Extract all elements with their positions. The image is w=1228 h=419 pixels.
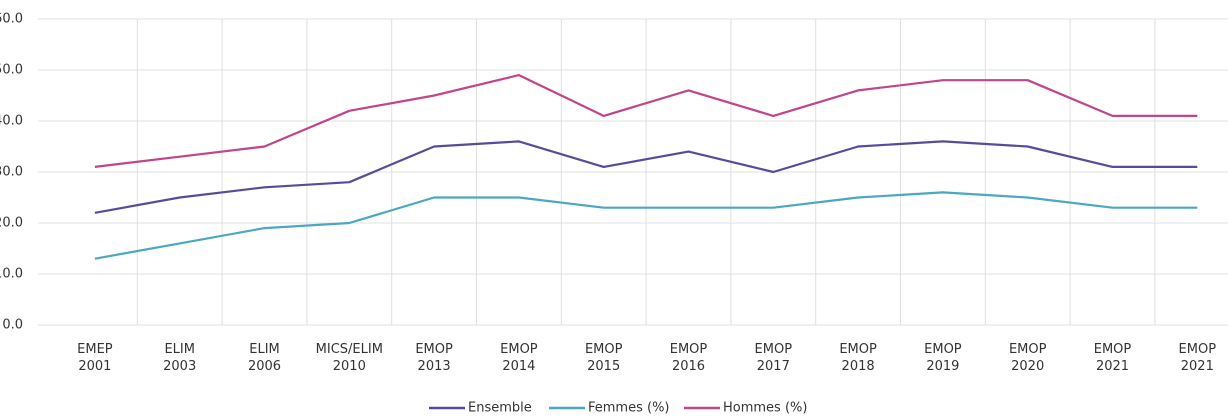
x-tick-label: EMOP 2017 <box>755 342 793 374</box>
x-tick-label: ELIM 2006 <box>248 342 281 374</box>
x-tick-line: ELIM <box>249 342 280 357</box>
y-tick-label: 10.0 <box>0 267 23 282</box>
x-tick-line: MICS/ELIM <box>316 342 383 357</box>
y-tick-label: 20.0 <box>0 216 23 231</box>
y-tick-label: 30.0 <box>0 165 23 180</box>
x-tick-line: 2020 <box>1011 359 1044 374</box>
x-tick-line: EMOP <box>1179 342 1217 357</box>
x-tick-label: EMOP 2021 <box>1179 342 1217 374</box>
x-tick-line: 2013 <box>418 359 451 374</box>
x-tick-line: 2003 <box>163 359 196 374</box>
x-tick-label: EMOP 2018 <box>839 342 877 374</box>
x-tick-label: EMOP 2021 <box>1094 342 1132 374</box>
x-tick-line: EMOP <box>924 342 962 357</box>
x-tick-label: EMOP 2014 <box>500 342 538 374</box>
x-tick-line: 2021 <box>1096 359 1129 374</box>
x-tick-line: 2014 <box>502 359 535 374</box>
x-tick-line: EMOP <box>1009 342 1047 357</box>
x-tick-line: EMOP <box>415 342 453 357</box>
x-tick-line: 2015 <box>587 359 620 374</box>
y-tick-label: 60.0 <box>0 12 23 27</box>
x-tick-label: EMOP 2019 <box>924 342 962 374</box>
series-line <box>94 140 1198 214</box>
x-tick-label: EMOP 2013 <box>415 342 453 374</box>
x-tick-line: 2006 <box>248 359 281 374</box>
x-tick-line: EMOP <box>670 342 708 357</box>
y-tick-label: 0.0 <box>2 318 23 333</box>
y-tick-label: 40.0 <box>0 114 23 129</box>
x-tick-line: ELIM <box>164 342 195 357</box>
x-tick-line: 2001 <box>78 359 111 374</box>
x-tick-line: EMOP <box>500 342 538 357</box>
x-tick-line: 2017 <box>757 359 790 374</box>
x-tick-label: EMEP 2001 <box>77 342 113 374</box>
x-tick-label: EMOP 2015 <box>585 342 623 374</box>
x-tick-label: ELIM 2003 <box>163 342 196 374</box>
legend-label: Ensemble <box>468 401 532 416</box>
y-tick-label: 50.0 <box>0 63 23 78</box>
x-tick-line: 2016 <box>672 359 705 374</box>
x-tick-line: 2010 <box>333 359 366 374</box>
series-line <box>94 191 1198 260</box>
series-line <box>94 73 1198 168</box>
x-tick-line: EMOP <box>755 342 793 357</box>
x-tick-label: MICS/ELIM 2010 <box>316 342 383 374</box>
x-tick-line: EMOP <box>585 342 623 357</box>
x-tick-line: EMOP <box>1094 342 1132 357</box>
x-tick-line: 2019 <box>926 359 959 374</box>
x-tick-line: 2018 <box>842 359 875 374</box>
x-tick-label: EMOP 2016 <box>670 342 708 374</box>
x-tick-line: EMOP <box>839 342 877 357</box>
x-tick-line: EMEP <box>77 342 113 357</box>
legend-label: Hommes (%) <box>723 401 807 416</box>
x-tick-label: EMOP 2020 <box>1009 342 1047 374</box>
legend-label: Femmes (%) <box>588 401 670 416</box>
x-tick-line: 2021 <box>1181 359 1214 374</box>
